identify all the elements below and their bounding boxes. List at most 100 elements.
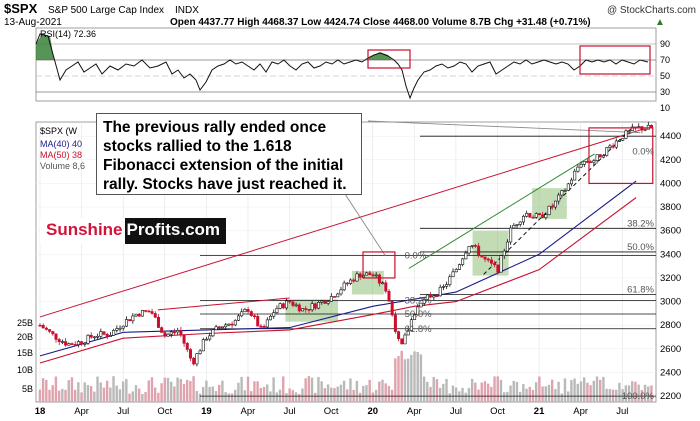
annotation-text: The previous rally ended once stocks ral… — [103, 119, 347, 193]
fibonacci-label: 0.0% — [405, 251, 427, 262]
volume-bar — [410, 354, 413, 402]
volume-bar — [93, 391, 96, 402]
volume-bar — [323, 388, 327, 402]
volume-bar — [240, 376, 243, 402]
fibonacci-label: 61.8% — [405, 324, 432, 335]
x-tick-label: 21 — [534, 406, 545, 417]
volume-bar — [470, 378, 474, 402]
volume-bar — [631, 381, 634, 402]
volume-bar — [490, 386, 493, 402]
logo-part-2: Profits.com — [124, 218, 227, 244]
volume-bar — [192, 376, 195, 402]
candle-body — [397, 331, 401, 340]
volume-bar — [378, 381, 381, 402]
volume-bar — [109, 387, 112, 402]
volume-bar — [528, 386, 531, 402]
volume-bar — [566, 391, 570, 402]
volume-bar — [544, 386, 547, 402]
volume-bar — [38, 389, 42, 402]
volume-bar — [624, 385, 628, 402]
candle-body — [208, 335, 212, 340]
candle-body — [499, 255, 503, 273]
volume-bar — [310, 377, 314, 402]
volume-bar — [128, 393, 131, 402]
candle-body — [86, 334, 90, 344]
volume-bar — [435, 379, 439, 402]
candle-body — [521, 215, 525, 223]
volume-tick-label: 5B — [22, 384, 33, 394]
candle-body — [323, 300, 327, 304]
candle-body — [432, 295, 436, 298]
volume-bar — [579, 381, 583, 402]
volume-bar — [592, 380, 596, 402]
candle-body — [563, 190, 567, 192]
candle-body — [448, 276, 452, 285]
candle-body — [265, 319, 269, 328]
y-tick-label: 3800 — [660, 202, 681, 213]
y-tick-label: 2600 — [660, 344, 681, 355]
volume-bar — [102, 387, 106, 402]
rsi-level-70: 70 — [660, 55, 670, 65]
volume-bar — [160, 383, 163, 402]
volume-tick-label: 25B — [17, 318, 33, 328]
annotation-callout: The previous rally ended once stocks ral… — [96, 113, 362, 195]
volume-bar — [502, 392, 506, 402]
candle-body — [57, 339, 61, 343]
x-tick-label: Oct — [490, 406, 505, 417]
volume-bar — [307, 376, 311, 402]
candle-body — [553, 200, 557, 208]
volume-bar — [250, 391, 253, 402]
volume-bar — [163, 377, 166, 402]
volume-bar — [483, 381, 487, 402]
volume-bar — [461, 387, 464, 402]
volume-bar — [179, 379, 182, 402]
candle-body — [288, 300, 292, 303]
volume-bar — [515, 381, 519, 402]
candle-body — [163, 332, 167, 337]
rsi-panel: 90 70 50 30 10 RSI(14) 72.36 — [35, 27, 670, 113]
volume-bar — [547, 384, 551, 402]
ma50-line — [39, 197, 637, 364]
volume-bar — [506, 391, 509, 402]
candle-body — [560, 190, 564, 196]
candle-body — [195, 353, 199, 365]
candle-body — [313, 303, 317, 309]
candle-body — [349, 279, 353, 284]
candle-body — [525, 213, 529, 217]
volume-bar — [560, 393, 563, 402]
candle-body — [461, 258, 465, 265]
candle-body — [198, 350, 202, 354]
candle-body — [227, 323, 231, 326]
volume-bar — [576, 383, 579, 402]
candle-body — [169, 331, 173, 335]
candle-body — [115, 328, 119, 331]
volume-bar — [365, 385, 368, 402]
candle-body — [281, 303, 285, 309]
volume-bar — [320, 381, 323, 402]
volume-bar — [605, 388, 608, 402]
volume-bar — [602, 376, 605, 402]
volume-bar — [153, 387, 157, 402]
volume-bar — [57, 390, 61, 402]
candle-body — [153, 313, 157, 318]
volume-bar — [339, 384, 343, 402]
volume-bar — [522, 384, 525, 402]
candle-body — [301, 308, 305, 312]
candle-body — [326, 301, 330, 304]
candle-body — [547, 205, 551, 215]
volume-bar — [214, 391, 218, 402]
volume-bar — [217, 384, 221, 402]
x-tick-label: Jul — [450, 406, 462, 417]
candle-body — [598, 154, 602, 158]
volume-bar — [51, 385, 54, 402]
fibonacci-label: 38.2% — [405, 295, 432, 306]
volume-bar — [432, 376, 435, 402]
volume-bar — [73, 389, 77, 402]
highlight-box — [588, 127, 654, 185]
candle-body — [259, 325, 263, 328]
volume-bar — [205, 380, 208, 402]
volume-bar — [384, 383, 387, 402]
volume-bar — [275, 392, 279, 402]
candle-body — [192, 357, 196, 365]
candle-body — [124, 319, 128, 327]
